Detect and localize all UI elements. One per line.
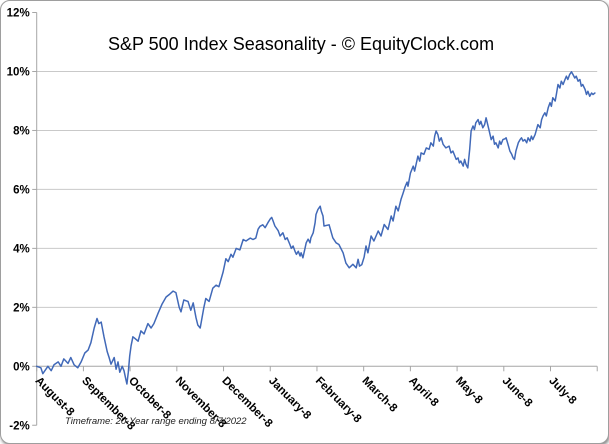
y-tick-label: 2% [13, 302, 30, 314]
axis-ticks [32, 12, 598, 426]
x-tick-label: June-8 [500, 375, 535, 410]
series-line [35, 71, 596, 385]
gridlines [36, 71, 598, 308]
x-tick-label: August-8 [33, 375, 77, 419]
x-tick-label: January-8 [266, 375, 313, 422]
y-tick-label: 6% [13, 184, 30, 196]
y-tick-label: -2% [9, 420, 29, 432]
chart-title: S&P 500 Index Seasonality - © EquityCloc… [107, 34, 495, 54]
axes [36, 12, 598, 426]
series-path [35, 71, 596, 385]
x-tick-label: May-8 [453, 375, 485, 407]
y-tick-label: 4% [13, 243, 30, 255]
y-tick-label: 8% [13, 125, 30, 137]
x-tick-label: April-8 [406, 375, 441, 410]
y-tick-label: 12% [7, 8, 30, 20]
y-tick-label: 0% [13, 361, 30, 373]
x-tick-label: March-8 [360, 375, 400, 415]
timeframe-footnote: Timeframe: 20-Year range ending 8/7/2022 [65, 416, 247, 427]
y-tick-label: 10% [7, 67, 30, 79]
x-tick-label: July-8 [546, 375, 578, 407]
x-tick-label: February-8 [313, 375, 364, 426]
y-axis-labels: 12% 10% 8% 6% 4% 2% 0% -2% [7, 8, 30, 433]
